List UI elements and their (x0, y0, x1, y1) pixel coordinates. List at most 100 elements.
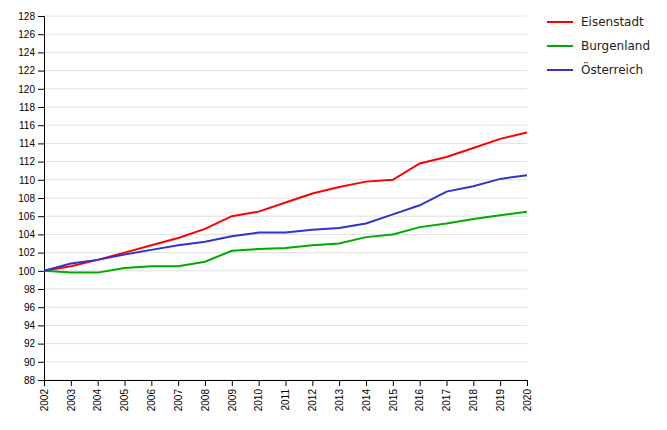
x-tick-mark (151, 380, 152, 386)
x-tick: 2006 (146, 380, 157, 411)
x-tick-mark (366, 380, 367, 386)
y-tick-mark (38, 71, 44, 72)
grid-line (44, 325, 527, 326)
y-tick-mark (38, 198, 44, 199)
y-tick-label: 108 (18, 193, 35, 204)
y-tick-mark (38, 125, 44, 126)
y-tick: 96 (24, 302, 44, 313)
x-tick-mark (312, 380, 313, 386)
y-tick-label: 104 (18, 229, 35, 240)
x-tick-label: 2017 (441, 389, 452, 412)
y-tick-mark (38, 380, 44, 381)
y-tick-mark (38, 289, 44, 290)
y-tick-label: 124 (18, 47, 35, 58)
y-tick: 108 (18, 193, 44, 204)
y-tick: 90 (24, 357, 44, 368)
y-tick-mark (38, 34, 44, 35)
grid-line (44, 234, 527, 235)
y-tick-mark (38, 253, 44, 254)
y-tick: 116 (19, 120, 44, 131)
y-tick: 114 (19, 138, 44, 149)
x-tick-label: 2004 (92, 389, 103, 412)
y-tick-label: 122 (18, 65, 35, 76)
x-tick-label: 2009 (227, 389, 238, 412)
x-tick-label: 2014 (361, 389, 372, 412)
legend-label: Eisenstadt (581, 15, 644, 29)
y-tick-label: 90 (24, 357, 36, 368)
y-tick-label: 126 (18, 29, 35, 40)
x-tick: 2016 (414, 380, 425, 411)
y-tick-label: 94 (24, 320, 36, 331)
grid-line (44, 88, 527, 89)
x-tick: 2009 (227, 380, 238, 411)
y-tick: 92 (24, 338, 44, 349)
grid-line (44, 216, 527, 217)
x-tick-mark (259, 380, 260, 386)
y-tick-label: 110 (19, 175, 35, 186)
y-tick: 128 (18, 11, 44, 22)
y-tick: 120 (18, 84, 44, 95)
x-tick-mark (500, 380, 501, 386)
legend-item: Burgenland (547, 39, 650, 53)
y-tick: 88 (24, 375, 44, 386)
x-tick-label: 2016 (414, 389, 425, 412)
x-tick-label: 2002 (39, 389, 50, 412)
lines (44, 132, 527, 272)
x-tick: 2019 (495, 380, 506, 411)
y-tick-label: 118 (19, 102, 35, 113)
y-tick: 112 (19, 156, 44, 167)
y-tick: 122 (18, 65, 44, 76)
y-tick-mark (38, 162, 44, 163)
legend: Eisenstadt Burgenland Österreich (547, 15, 650, 77)
y-tick-label: 114 (19, 138, 35, 149)
y-tick-label: 116 (19, 120, 35, 131)
y-tick-mark (38, 52, 44, 53)
x-tick-mark (71, 380, 72, 386)
x-tick-label: 2013 (334, 389, 345, 412)
x-tick: 2012 (307, 380, 318, 411)
grid-line (44, 252, 527, 253)
x-tick-mark (232, 380, 233, 386)
x-tick-mark (125, 380, 126, 386)
legend-swatch (547, 21, 573, 23)
x-tick-mark (339, 380, 340, 386)
x-tick-label: 2015 (388, 389, 399, 412)
x-tick: 2008 (200, 380, 211, 411)
y-tick-label: 120 (18, 84, 35, 95)
y-tick: 106 (18, 211, 44, 222)
y-tick: 102 (18, 247, 44, 258)
grid-line (44, 289, 527, 290)
grid-line (44, 143, 527, 144)
y-tick-mark (38, 307, 44, 308)
y-tick: 126 (18, 29, 44, 40)
x-tick: 2004 (92, 380, 103, 411)
x-tick: 2002 (39, 380, 50, 411)
grid-line (44, 107, 527, 108)
y-tick-label: 106 (18, 211, 35, 222)
x-tick-label: 2018 (468, 389, 479, 412)
chart-container: 2002200320042005200620072008200920102011… (0, 0, 667, 430)
grid-line (44, 361, 527, 362)
x-tick: 2017 (441, 380, 452, 411)
legend-swatch (547, 69, 573, 71)
y-tick-mark (38, 271, 44, 272)
grid-line (44, 70, 527, 71)
y-tick: 118 (19, 102, 44, 113)
y-tick: 100 (18, 266, 44, 277)
grid-line (44, 343, 527, 344)
y-tick-mark (38, 325, 44, 326)
x-tick-mark (286, 380, 287, 386)
chart-svg: 2002200320042005200620072008200920102011… (0, 0, 667, 430)
x-tick-label: 2019 (495, 389, 506, 412)
x-tick-label: 2012 (307, 389, 318, 412)
y-axis-line (38, 17, 45, 381)
y-tick-label: 96 (24, 302, 36, 313)
legend-swatch (547, 45, 573, 47)
y-tick: 98 (24, 284, 44, 295)
y-tick-mark (38, 362, 44, 363)
y-tick: 110 (19, 175, 44, 186)
x-tick-mark (420, 380, 421, 386)
grid-line (44, 52, 527, 53)
legend-item: Österreich (547, 61, 643, 77)
x-tick-mark (527, 380, 528, 386)
